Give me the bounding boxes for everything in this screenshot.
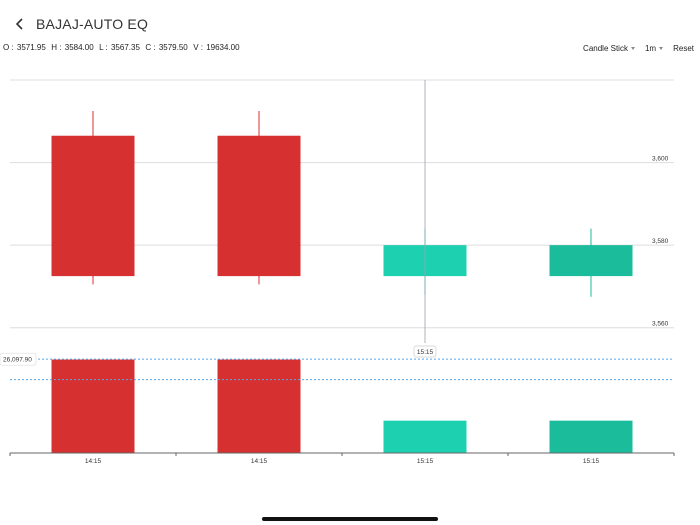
volume-bar[interactable] <box>217 359 301 453</box>
close-label: C : <box>145 43 156 52</box>
page-title: BAJAJ-AUTO EQ <box>36 16 149 32</box>
header: BAJAJ-AUTO EQ <box>0 0 700 40</box>
candle-body[interactable] <box>51 135 135 277</box>
home-indicator <box>262 517 438 521</box>
x-tick-label: 15:15 <box>417 458 434 465</box>
x-tick-label: 14:15 <box>251 458 268 465</box>
chart-type-dropdown[interactable]: Candle Stick <box>583 44 635 53</box>
volume-ref-label: 26,097.90 <box>3 357 32 364</box>
open-value: 3571.95 <box>16 43 46 52</box>
y-tick-label: 3,560 <box>652 321 669 328</box>
back-button[interactable] <box>10 14 30 34</box>
y-tick-label: 3,580 <box>652 238 669 245</box>
chart-type-label: Candle Stick <box>583 44 628 53</box>
candle-body[interactable] <box>217 135 301 277</box>
low-label: L : <box>99 43 108 52</box>
volume-ref-badge <box>0 352 37 366</box>
crosshair-label: 15:15 <box>417 349 434 356</box>
chevron-left-icon <box>15 18 23 30</box>
chevron-down-icon <box>630 47 635 50</box>
volume-label: V : <box>193 43 203 52</box>
volume-value: 19634.00 <box>206 43 240 52</box>
open-label: O : <box>3 43 14 52</box>
y-tick-label: 3,600 <box>652 156 669 163</box>
reset-button[interactable]: Reset <box>673 44 694 53</box>
ohlc-readout: O : 3571.95 H : 3584.00 L : 3567.35 C : … <box>3 43 241 52</box>
interval-dropdown[interactable]: 1m <box>644 44 664 53</box>
candle-body[interactable] <box>549 245 633 277</box>
high-value: 3584.00 <box>64 43 94 52</box>
crosshair-badge <box>413 345 437 358</box>
volume-bar[interactable] <box>51 359 135 453</box>
x-tick-label: 15:15 <box>583 458 600 465</box>
low-value: 3567.35 <box>110 43 140 52</box>
volume-bar[interactable] <box>383 420 467 453</box>
chevron-down-icon <box>659 47 664 50</box>
high-label: H : <box>51 43 62 52</box>
reset-label: Reset <box>673 44 694 53</box>
volume-bar[interactable] <box>549 420 633 453</box>
interval-label: 1m <box>644 44 657 53</box>
close-value: 3579.50 <box>158 43 188 52</box>
x-tick-label: 14:15 <box>85 458 102 465</box>
chart-controls: Candle Stick 1m Reset <box>583 44 694 53</box>
